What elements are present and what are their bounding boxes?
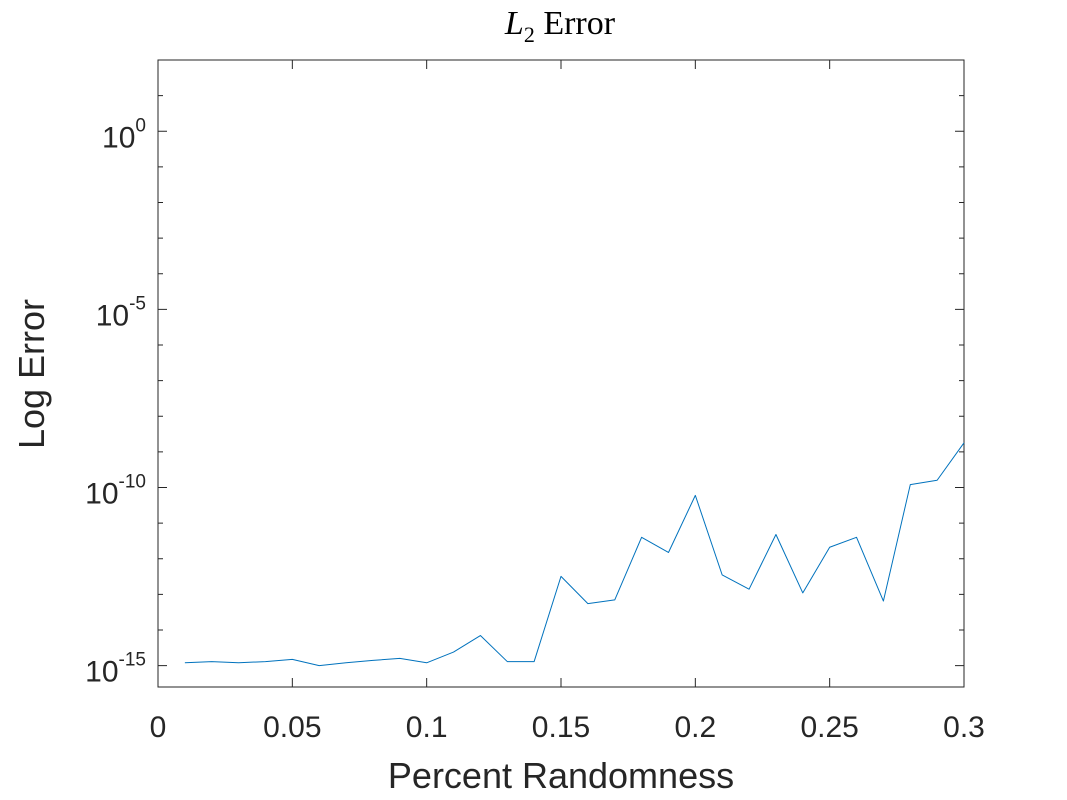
y-tick-label: 10-10 (85, 472, 146, 511)
x-tick-label: 0.2 (674, 711, 716, 744)
title-main: L (504, 5, 524, 42)
plot-area (157, 59, 965, 688)
y-axis-label: Log Error (11, 299, 52, 449)
y-tick-label: 10-15 (85, 650, 146, 689)
x-tick-label: 0.3 (943, 711, 985, 744)
x-tick-label: 0.1 (406, 711, 448, 744)
x-tick-label: 0.25 (800, 711, 858, 744)
title-subscript: 2 (524, 22, 535, 47)
y-tick-label: 100 (102, 115, 146, 154)
x-tick-label: 0.05 (263, 711, 321, 744)
y-tick-labels: 100 10-5 10-10 10-15 (85, 115, 146, 688)
x-tick-label: 0 (150, 711, 167, 744)
x-axis-label: Percent Randomness (388, 755, 734, 796)
x-tick-label: 0.15 (532, 711, 590, 744)
series-line (184, 442, 965, 667)
x-tick-labels: 0 0.05 0.1 0.15 0.2 0.25 0.3 (150, 711, 985, 744)
title-rest: Error (535, 5, 616, 42)
axis-ticks (157, 60, 965, 687)
chart-title: L2 Error (504, 5, 616, 47)
data-series (184, 442, 965, 667)
y-tick-label: 10-5 (96, 293, 146, 332)
